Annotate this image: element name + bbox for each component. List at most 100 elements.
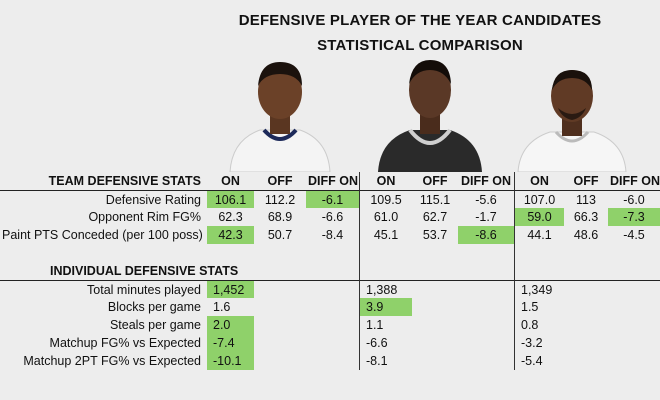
chart-title: DEFENSIVE PLAYER OF THE YEAR CANDIDATES (238, 12, 602, 29)
header-spacer (608, 262, 660, 280)
player-1-photo (229, 62, 331, 172)
header-spacer (306, 262, 359, 280)
blank-cell (412, 352, 458, 370)
blank-cell (306, 352, 359, 370)
player-2-photo (378, 60, 482, 172)
value-cell: -1.7 (475, 210, 497, 224)
blank-cell (458, 280, 514, 298)
blank-cell (306, 298, 359, 316)
chart-subtitle: STATISTICAL COMPARISON (317, 37, 523, 54)
value-cell: -4.5 (623, 228, 645, 242)
blank-cell (608, 280, 660, 298)
column-header: DIFF ON (610, 174, 660, 188)
value-cell: -3.2 (514, 334, 564, 352)
blank-cell (608, 316, 660, 334)
value-cell: -6.6 (359, 334, 412, 352)
blank-cell (254, 316, 306, 334)
value-cell: 42.3 (207, 226, 254, 244)
value-cell: 45.1 (359, 226, 412, 244)
blank-cell (458, 316, 514, 334)
row-label: Blocks per game (107, 300, 201, 314)
column-header: ON (221, 174, 240, 188)
header-spacer (458, 262, 514, 280)
blank-cell (564, 352, 608, 370)
blank-cell (564, 280, 608, 298)
blank-cell (458, 352, 514, 370)
value-cell: -5.4 (514, 352, 564, 370)
value-cell: -8.1 (359, 352, 412, 370)
spacer-cell (564, 244, 608, 262)
header-spacer (412, 262, 458, 280)
value-cell: -7.3 (608, 208, 660, 226)
spacer-cell (514, 244, 564, 262)
row-label: Opponent Rim FG% (88, 210, 201, 224)
blank-cell (306, 316, 359, 334)
spacer-cell (412, 244, 458, 262)
value-cell: -6.1 (306, 190, 359, 208)
header-spacer (254, 262, 306, 280)
blank-cell (564, 316, 608, 334)
value-cell: -7.4 (207, 334, 254, 352)
stats-table: TEAM DEFENSIVE STATS ON OFF DIFF ON ON OFF DIF… (0, 172, 660, 370)
value-cell: 62.7 (422, 210, 448, 224)
header-spacer (207, 262, 254, 280)
blank-cell (412, 280, 458, 298)
value-cell: 115.1 (412, 190, 458, 208)
value-cell: -8.4 (321, 228, 344, 242)
row-label: Paint PTS Conceded (per 100 poss) (2, 228, 203, 242)
team-stats-header: TEAM DEFENSIVE STATS (48, 174, 201, 188)
value-cell: 0.8 (514, 316, 564, 334)
value-cell: 66.3 (573, 210, 599, 224)
value-cell: 61.0 (359, 208, 412, 226)
row-label: Matchup FG% vs Expected (49, 336, 201, 350)
blank-cell (306, 280, 359, 298)
row-label: Steals per game (109, 318, 201, 332)
blank-cell (458, 298, 514, 316)
blank-cell (412, 316, 458, 334)
value-cell: -8.6 (458, 226, 514, 244)
row-label: Total minutes played (0, 280, 207, 298)
blank-cell (608, 334, 660, 352)
value-cell: 1,388 (359, 280, 412, 298)
spacer-cell (207, 244, 254, 262)
blank-cell (412, 298, 458, 316)
spacer-cell (254, 244, 306, 262)
blank-cell (412, 334, 458, 352)
column-header: DIFF ON (308, 174, 358, 188)
value-cell: 1.1 (359, 316, 412, 334)
header-spacer (514, 262, 564, 280)
blank-cell (608, 352, 660, 370)
column-header: OFF (573, 174, 599, 188)
value-cell: 48.6 (573, 228, 599, 242)
spacer-cell (0, 244, 207, 262)
value-cell: 53.7 (422, 228, 448, 242)
blank-cell (254, 334, 306, 352)
header-spacer (359, 262, 412, 280)
value-cell: 68.9 (267, 210, 293, 224)
column-header: ON (359, 172, 412, 190)
value-cell: 59.0 (514, 208, 564, 226)
row-label: Matchup 2PT FG% vs Expected (23, 354, 201, 368)
column-header: OFF (422, 174, 448, 188)
value-cell: 50.7 (267, 228, 293, 242)
value-cell: 1.5 (514, 298, 564, 316)
value-cell: -6.0 (608, 190, 660, 208)
value-cell: 106.1 (207, 190, 254, 208)
column-header: DIFF ON (461, 174, 511, 188)
blank-cell (458, 334, 514, 352)
value-cell: 109.5 (359, 190, 412, 208)
spacer-cell (458, 244, 514, 262)
value-cell: 62.3 (218, 210, 243, 224)
column-header: ON (514, 172, 564, 190)
blank-cell (608, 298, 660, 316)
player-3-photo (517, 70, 627, 172)
row-label: Defensive Rating (0, 190, 207, 208)
value-cell: 1,349 (514, 280, 564, 298)
value-cell: 1.6 (213, 300, 231, 314)
blank-cell (254, 352, 306, 370)
blank-cell (564, 298, 608, 316)
value-cell: -5.6 (458, 190, 514, 208)
spacer-cell (306, 244, 359, 262)
value-cell: 107.0 (514, 190, 564, 208)
value-cell: 3.9 (359, 298, 412, 316)
